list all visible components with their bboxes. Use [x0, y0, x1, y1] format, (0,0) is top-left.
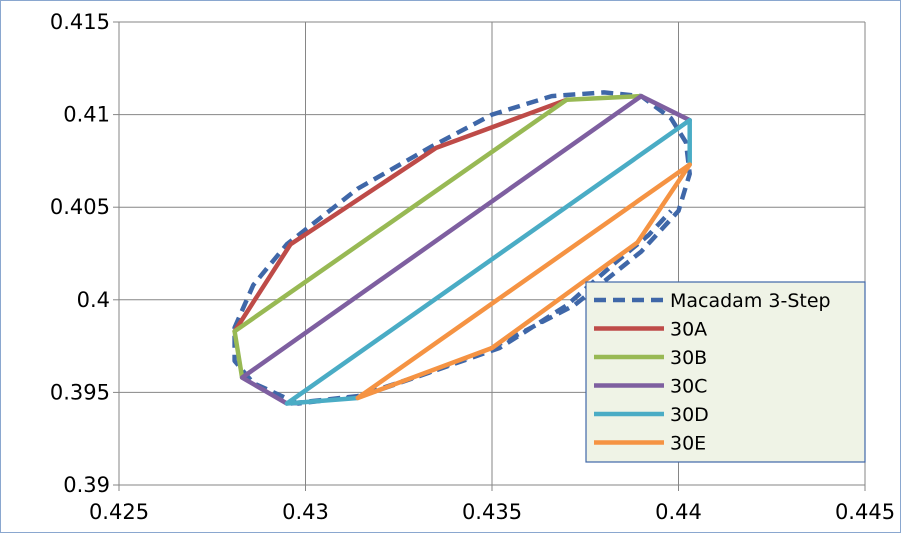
y-tick-label: 0.395 [50, 380, 110, 404]
x-tick-label: 0.425 [89, 500, 149, 524]
legend: Macadam 3-Step 30A 30B 30C 30D 30E [585, 281, 866, 463]
series-line-30d [284, 117, 692, 406]
axes [113, 21, 866, 491]
y-tick-label: 0.415 [50, 10, 110, 34]
x-tick-label: 0.445 [835, 500, 895, 524]
y-tick-label: 0.405 [50, 195, 110, 219]
x-tick-label: 0.435 [462, 500, 522, 524]
series-line-30e [355, 162, 692, 401]
y-tick-label: 0.39 [63, 473, 110, 497]
legend-box [585, 281, 866, 463]
series-line-30c [239, 93, 692, 406]
y-tick-label: 0.41 [63, 103, 110, 127]
legend-label: 30D [670, 404, 709, 426]
series-line-30b [232, 93, 644, 380]
legend-label: 30E [670, 433, 706, 455]
legend-label: Macadam 3-Step [670, 290, 831, 312]
series-line-30a [232, 97, 569, 334]
y-tick-label: 0.4 [77, 288, 110, 312]
x-tick-label: 0.44 [655, 500, 702, 524]
series-lines [232, 90, 692, 406]
legend-label: 30C [670, 376, 707, 398]
x-tick-label: 0.43 [282, 500, 329, 524]
legend-label: 30A [670, 319, 707, 341]
tick-labels: 0.425 0.43 0.435 0.44 0.445 0.39 0.395 0.4 0.405… [50, 10, 895, 524]
legend-label: 30B [670, 347, 707, 369]
